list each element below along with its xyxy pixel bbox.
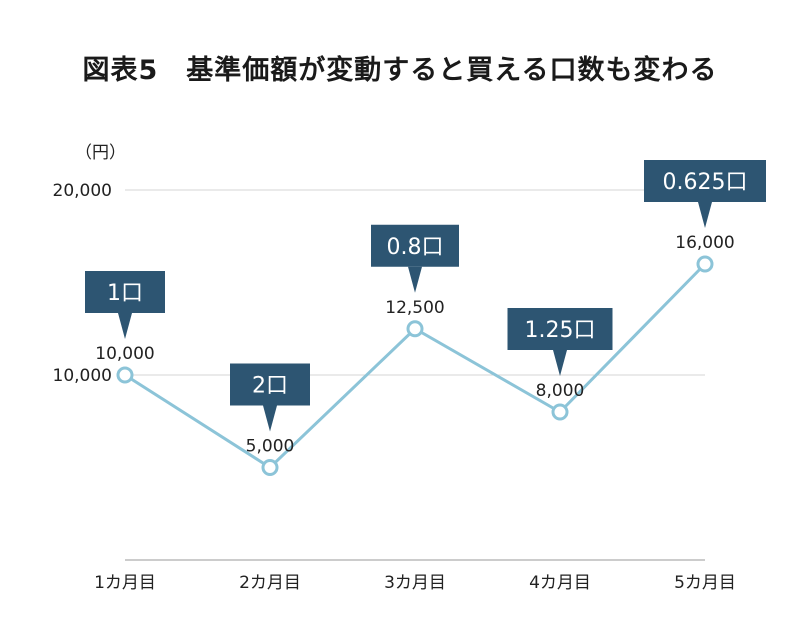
grid-lines <box>125 189 705 376</box>
data-point <box>116 366 134 384</box>
callouts: 1口 2口 0.8口 1.25口 0.625口 <box>85 160 766 432</box>
data-points <box>116 255 714 476</box>
x-tick-label: 3カ月目 <box>384 573 446 593</box>
callout-box <box>85 271 165 313</box>
y-tick-label: 20,000 <box>53 181 112 201</box>
data-point <box>406 320 424 338</box>
callout-box <box>371 224 459 267</box>
data-label: 16,000 <box>675 233 734 253</box>
callout: 2口 <box>230 363 310 432</box>
callout-label: 1.25口 <box>525 318 596 343</box>
series-polyline <box>124 262 707 470</box>
callout-pointer <box>698 202 712 228</box>
x-tick-label: 2カ月目 <box>239 573 301 593</box>
data-label: 12,500 <box>385 298 444 318</box>
x-tick-label: 4カ月目 <box>529 573 591 593</box>
data-point <box>261 459 279 476</box>
callout-box <box>230 363 310 406</box>
callout: 1.25口 <box>507 308 613 376</box>
y-tick-labels: 10,000 20,000 <box>53 181 112 386</box>
chart-title: 図表5 基準価額が変動すると買える口数も変わる <box>82 55 718 86</box>
callout-box <box>507 308 613 350</box>
data-labels: 10,000 5,000 12,500 8,000 16,000 <box>95 233 734 457</box>
data-point <box>551 403 569 421</box>
series-line <box>124 262 707 470</box>
callout-pointer <box>408 266 422 293</box>
callout-label: 0.625口 <box>663 170 748 195</box>
x-tick-labels: 1カ月目 2カ月目 3カ月目 4カ月目 5カ月目 <box>94 573 736 593</box>
callout: 1口 <box>85 271 165 339</box>
callout-box <box>644 160 766 202</box>
callout: 0.625口 <box>644 160 766 228</box>
callout-label: 2口 <box>252 374 288 399</box>
y-tick-label: 10,000 <box>53 366 112 386</box>
callout-pointer <box>553 350 567 376</box>
y-axis-unit: （円） <box>75 143 126 163</box>
callout-pointer <box>118 313 132 339</box>
data-point <box>696 255 714 273</box>
data-label: 5,000 <box>246 437 295 457</box>
x-tick-label: 1カ月目 <box>94 573 156 593</box>
callout-pointer <box>263 405 277 432</box>
callout-label: 1口 <box>107 281 143 306</box>
x-tick-label: 5カ月目 <box>674 573 736 593</box>
data-label: 10,000 <box>95 344 154 364</box>
callout-label: 0.8口 <box>387 235 444 260</box>
callout: 0.8口 <box>371 224 459 293</box>
data-label: 8,000 <box>536 381 585 401</box>
